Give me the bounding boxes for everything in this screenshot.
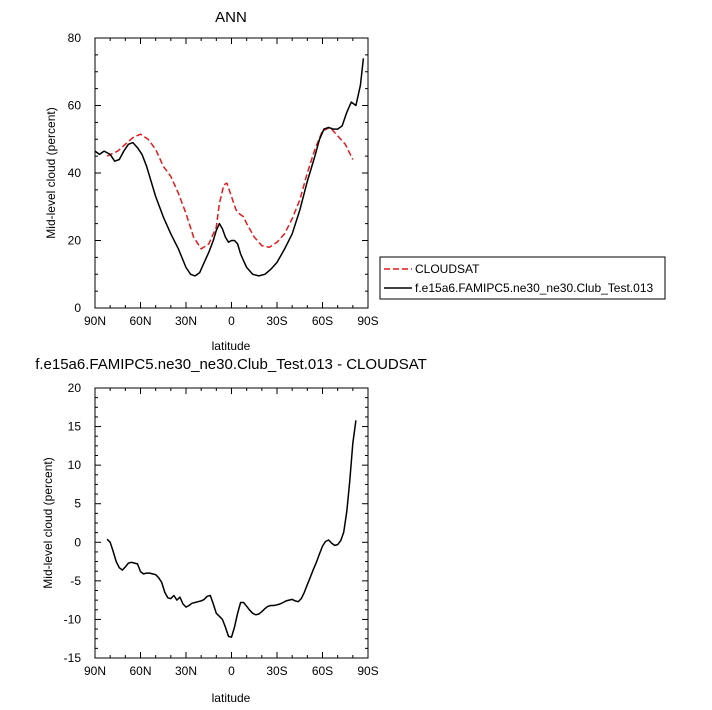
bottom-y-tick-label: 0 xyxy=(74,535,81,549)
legend-label-cloudsat: CLOUDSAT xyxy=(415,262,480,276)
bottom-x-tick-label: 0 xyxy=(228,664,235,678)
top-series-cloudsat xyxy=(106,126,354,250)
top-chart-title: ANN xyxy=(215,9,247,26)
top-x-axis-label: latitude xyxy=(212,339,251,353)
top-x-tick-label: 30N xyxy=(175,314,197,328)
bottom-y-tick-label: 10 xyxy=(68,458,82,472)
top-y-tick-label: 80 xyxy=(68,31,82,45)
bottom-x-tick-label: 90N xyxy=(84,664,106,678)
bottom-y-tick-label: -5 xyxy=(70,574,81,588)
bottom-chart-title: f.e15a6.FAMIPC5.ne30_ne30.Club_Test.013 … xyxy=(35,356,427,373)
bottom-plot-frame xyxy=(94,387,369,659)
bottom-x-tick-label: 30N xyxy=(175,664,197,678)
top-x-tick-label: 30S xyxy=(266,314,287,328)
bottom-x-tick-label: 90S xyxy=(357,664,378,678)
bottom-series-difference xyxy=(106,420,357,638)
top-plot-frame xyxy=(94,37,369,309)
legend: CLOUDSAT f.e15a6.FAMIPC5.ne30_ne30.Club_… xyxy=(379,256,666,300)
top-chart: ANN 90N 60N 30N 0 30S 60S 90S 0 20 40 60 80 latitud… xyxy=(44,9,379,353)
bottom-y-tick-label: -10 xyxy=(64,612,82,626)
bottom-y-tick-label: 5 xyxy=(74,497,81,511)
top-x-tick-label: 90N xyxy=(84,314,106,328)
bottom-y-tick-label: 20 xyxy=(68,381,82,395)
bottom-y-tick-label: 15 xyxy=(68,420,82,434)
top-x-tick-label: 60S xyxy=(312,314,333,328)
top-y-axis-label: Mid-level cloud (percent) xyxy=(44,107,58,238)
top-y-tick-label: 0 xyxy=(74,301,81,315)
bottom-y-tick-label: -15 xyxy=(64,651,82,665)
bottom-x-tick-label: 30S xyxy=(266,664,287,678)
top-x-tick-label: 0 xyxy=(228,314,235,328)
bottom-x-axis-label: latitude xyxy=(212,691,251,705)
legend-box xyxy=(379,256,666,300)
bottom-chart: f.e15a6.FAMIPC5.ne30_ne30.Club_Test.013 … xyxy=(35,356,427,705)
top-x-tick-label: 60N xyxy=(129,314,151,328)
bottom-x-tick-label: 60S xyxy=(312,664,333,678)
legend-label-model: f.e15a6.FAMIPC5.ne30_ne30.Club_Test.013 xyxy=(415,281,653,295)
top-y-tick-label: 40 xyxy=(68,166,82,180)
top-y-tick-label: 20 xyxy=(68,234,82,248)
top-y-tick-label: 60 xyxy=(68,99,82,113)
bottom-y-axis-label: Mid-level cloud (percent) xyxy=(41,457,55,588)
top-series-f-e15a6-famipc5-ne30-ne30-club-test-013 xyxy=(94,58,365,277)
bottom-x-tick-label: 60N xyxy=(129,664,151,678)
top-x-tick-label: 90S xyxy=(357,314,378,328)
